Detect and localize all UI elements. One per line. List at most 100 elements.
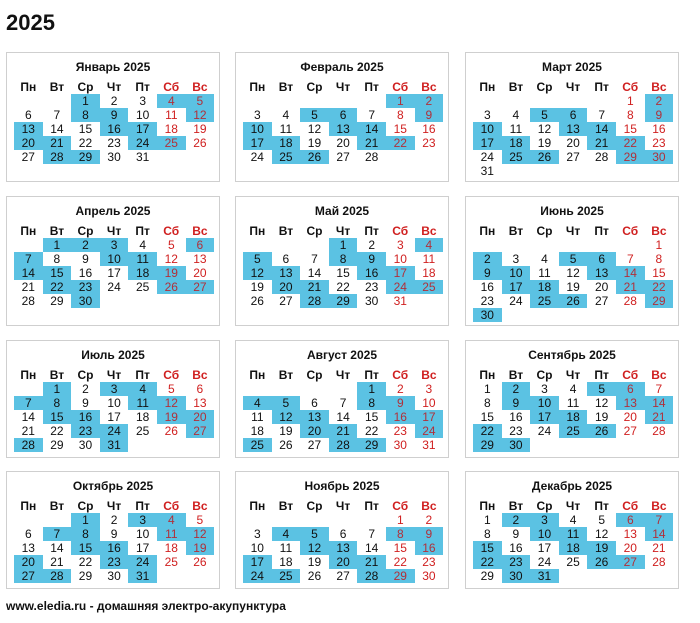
day-cell-highlighted: 4	[157, 94, 186, 108]
day-cell: 6	[24, 527, 32, 541]
day-cell-highlighted: 24	[99, 424, 129, 438]
day-cell: 3	[425, 382, 433, 396]
day-cell-highlighted: 8	[357, 396, 386, 410]
day-cell: 23	[480, 294, 494, 308]
weekday-header: Пн Вт Ср Чт Пт Сб Вс	[473, 499, 673, 513]
day-cell-highlighted: 17	[501, 280, 531, 294]
weekday-label: Вт	[49, 80, 65, 94]
day-cell-highlighted: 18	[128, 266, 157, 280]
day-cell-highlighted: 12	[185, 527, 215, 541]
day-cell-highlighted: 21	[357, 136, 386, 150]
day-cell-highlighted: 3	[128, 513, 157, 527]
weekday-label: Сб	[622, 368, 639, 382]
day-cell-highlighted: 1	[42, 382, 72, 396]
day-cell: 11	[422, 252, 436, 266]
day-cell-highlighted: 18	[558, 410, 588, 424]
day-cell-highlighted: 11	[558, 527, 588, 541]
day-cell: 10	[422, 396, 436, 410]
day-cell: 21	[21, 424, 35, 438]
day-cell: 28	[365, 150, 379, 164]
day-cell: 2	[425, 513, 433, 527]
day-cell-highlighted: 29	[473, 438, 502, 452]
day-cell: 16	[509, 410, 523, 424]
day-cell: 22	[365, 424, 379, 438]
day-cell: 15	[652, 266, 666, 280]
weekday-label: Вт	[49, 368, 65, 382]
day-cell-highlighted: 26	[587, 424, 616, 438]
day-cell: 25	[136, 280, 150, 294]
day-cell: 12	[537, 122, 552, 136]
day-cell-highlighted: 30	[473, 308, 502, 322]
day-cell-highlighted: 28	[357, 569, 386, 583]
footer-site-link[interactable]: www.eledia.ru - домашняя электро-акупунк…	[6, 599, 286, 613]
weekday-label: Пн	[249, 80, 266, 94]
day-cell: 9	[110, 527, 118, 541]
day-cell-highlighted: 12	[185, 108, 215, 122]
day-cell-highlighted: 16	[99, 541, 129, 555]
day-cell: 20	[595, 280, 609, 294]
day-cell: 8	[396, 108, 404, 122]
day-cell-highlighted: 12	[300, 541, 329, 555]
day-cell-highlighted: 5	[300, 108, 329, 122]
day-cell: 19	[595, 410, 609, 424]
weekday-label: Сб	[392, 224, 409, 238]
day-cell-highlighted: 25	[501, 150, 531, 164]
weekday-label: Пт	[364, 224, 379, 238]
day-cell-highlighted: 7	[14, 252, 43, 266]
day-cell-highlighted: 24	[414, 424, 444, 438]
day-cell: 22	[336, 280, 350, 294]
day-cell-highlighted: 4	[243, 396, 272, 410]
weekday-label: Чт	[106, 368, 122, 382]
day-cell-highlighted: 8	[386, 527, 415, 541]
day-cell: 23	[422, 555, 436, 569]
day-cell: 21	[21, 280, 35, 294]
day-cell: 11	[566, 396, 580, 410]
day-cell: 24	[250, 150, 264, 164]
day-cell: 27	[595, 294, 609, 308]
day-cell: 14	[307, 266, 322, 280]
day-cell-highlighted: 22	[473, 424, 502, 438]
weekday-label: Вс	[192, 499, 208, 513]
day-cell-highlighted: 10	[530, 527, 559, 541]
day-cell-highlighted: 17	[243, 555, 272, 569]
day-cell-highlighted: 14	[644, 396, 674, 410]
day-cell: 28	[595, 150, 609, 164]
day-cell: 9	[82, 396, 89, 410]
day-cell-highlighted: 29	[357, 438, 386, 452]
day-cell-highlighted: 10	[99, 252, 129, 266]
weekday-label: Вт	[508, 224, 524, 238]
weekday-label: Вс	[192, 80, 208, 94]
weekday-label: Чт	[335, 80, 351, 94]
day-cell-highlighted: 7	[644, 513, 674, 527]
day-cell: 13	[193, 396, 207, 410]
day-cell: 29	[50, 294, 64, 308]
day-cell: 20	[566, 136, 580, 150]
month-card: Апрель 2025 Пн Вт Ср Чт Пт Сб Вс 1 2 3 4 5 6 7 8 9 10 11 12…	[6, 196, 220, 326]
day-cell-highlighted: 14	[14, 266, 43, 280]
day-cell-highlighted: 25	[157, 136, 186, 150]
day-cell: 15	[393, 122, 407, 136]
weekday-label: Пн	[249, 368, 266, 382]
weekday-label: Пт	[135, 368, 150, 382]
day-cell: 7	[655, 382, 663, 396]
weekday-label: Чт	[335, 368, 351, 382]
weekday-label: Пн	[20, 80, 37, 94]
weekday-label: Вт	[508, 499, 524, 513]
day-cell: 22	[393, 555, 407, 569]
day-cell-highlighted: 30	[501, 438, 531, 452]
day-cell-highlighted: 22	[42, 280, 72, 294]
day-cell: 3	[483, 108, 491, 122]
day-cell: 2	[82, 382, 89, 396]
day-cell: 17	[107, 266, 121, 280]
day-cell: 3	[253, 527, 261, 541]
day-cell-highlighted: 5	[587, 382, 616, 396]
day-cell-highlighted: 20	[185, 410, 215, 424]
day-cell-highlighted: 25	[243, 438, 272, 452]
weekday-label: Чт	[106, 224, 122, 238]
day-cell-highlighted: 18	[530, 280, 559, 294]
day-cell: 18	[164, 541, 178, 555]
day-cell-highlighted: 3	[99, 382, 129, 396]
day-cell: 8	[483, 527, 491, 541]
weekday-header: Пн Вт Ср Чт Пт Сб Вс	[14, 368, 214, 382]
month-title: Сентябрь 2025	[528, 348, 616, 362]
